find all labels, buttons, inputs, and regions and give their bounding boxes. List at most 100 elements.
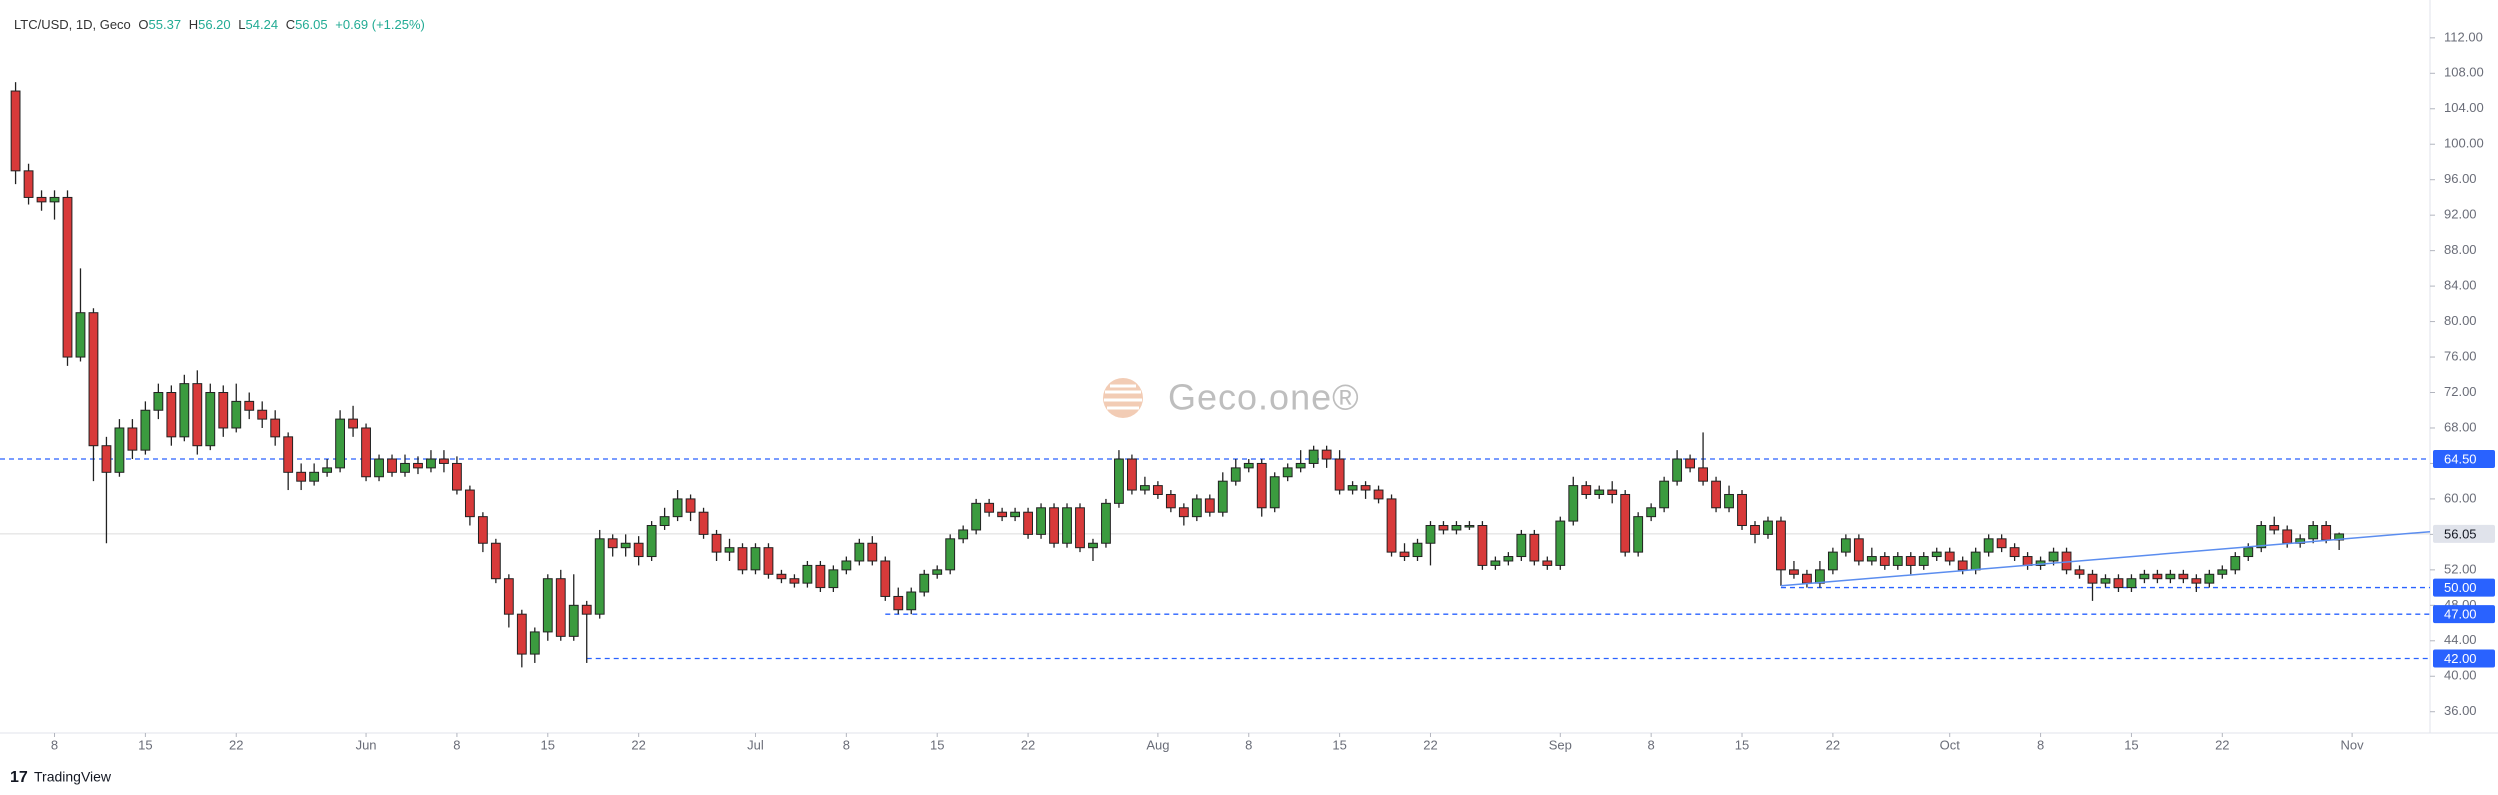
candle-body	[1373, 489, 1384, 500]
candle-body	[2243, 547, 2254, 558]
last-price-box	[2433, 524, 2495, 543]
candle-body	[2191, 578, 2202, 584]
candle-body	[1321, 449, 1332, 460]
candle-body	[296, 471, 307, 482]
candle-body	[581, 604, 592, 615]
x-tick-label: 22	[229, 737, 243, 752]
candle-body	[2204, 573, 2215, 584]
legend-h-label: H	[189, 17, 198, 32]
candle-body	[283, 436, 294, 473]
level-label: 64.50	[2444, 451, 2477, 466]
candle-body	[685, 498, 696, 513]
x-tick-label: 8	[843, 737, 850, 752]
x-tick-label: 8	[2037, 737, 2044, 752]
candle-body	[1503, 556, 1514, 562]
x-tick-label: 22	[1021, 737, 1035, 752]
x-tick-label: 15	[1332, 737, 1346, 752]
candle-body	[322, 467, 333, 473]
candle-body	[1646, 507, 1657, 518]
last-price-label: 56.05	[2444, 526, 2477, 541]
candle-body	[23, 170, 34, 198]
x-tick-label: 15	[541, 737, 555, 752]
candle-body	[1036, 507, 1046, 535]
candle-body	[2087, 573, 2098, 584]
candle-body	[984, 502, 995, 513]
candle-body	[1165, 493, 1176, 509]
x-tick-label: Jun	[356, 737, 377, 752]
candle-body	[361, 427, 371, 478]
candle-body	[1555, 520, 1566, 566]
candle-body	[1114, 458, 1124, 504]
y-tick-label: 100.00	[2444, 136, 2484, 151]
candle-body	[945, 538, 956, 571]
candle-body	[763, 547, 774, 575]
candle-body	[1776, 520, 1786, 571]
candle-body	[192, 383, 203, 447]
candle-body	[932, 569, 943, 575]
candle-body	[724, 547, 735, 553]
footer-logo: 17	[10, 769, 28, 786]
candle-body	[802, 564, 813, 584]
candle-body	[244, 400, 255, 411]
x-tick-label: 22	[631, 737, 645, 752]
candle-body	[1918, 556, 1929, 566]
candle-body	[1178, 507, 1189, 518]
candle-body	[789, 578, 800, 584]
candle-body	[1866, 556, 1877, 562]
level-label-box	[2433, 605, 2495, 624]
candle-body	[1750, 525, 1760, 535]
candle-body	[335, 418, 346, 469]
candle-body	[75, 312, 86, 358]
candle-body	[1360, 485, 1371, 491]
candle-body	[1698, 467, 1708, 482]
candle-body	[257, 409, 268, 420]
candle-body	[153, 392, 164, 411]
candle-body	[1386, 498, 1397, 553]
candle-body	[1594, 489, 1605, 495]
candle-body	[218, 392, 229, 429]
candle-body	[1892, 556, 1903, 566]
x-tick-label: 15	[1735, 737, 1749, 752]
candle-body	[542, 578, 553, 633]
level-label: 50.00	[2444, 580, 2477, 595]
candle-body	[672, 498, 683, 518]
watermark: Geco.one®	[1103, 377, 1359, 418]
candle-body	[958, 529, 969, 540]
legend-symbol: LTC/USD, 1D, Geco	[14, 17, 131, 32]
legend-h: 56.20	[198, 17, 231, 32]
candle-body	[2152, 573, 2163, 580]
candle-body	[919, 573, 930, 593]
candle-body	[1672, 458, 1683, 482]
candle-body	[387, 458, 397, 473]
candle-body	[841, 560, 852, 571]
candle-body	[1581, 485, 1592, 495]
trendline	[1780, 530, 2431, 587]
candle-body	[1905, 556, 1916, 566]
x-tick-label: 15	[2124, 737, 2138, 752]
candle-body	[1075, 507, 1085, 549]
candle-body	[1633, 516, 1644, 553]
candle-body	[464, 489, 475, 518]
candle-body	[1542, 560, 1553, 566]
candle-body	[2048, 551, 2059, 562]
candle-body	[555, 578, 566, 637]
candle-body	[1944, 551, 1955, 562]
candle-body	[2113, 578, 2124, 589]
x-tick-label: 22	[2215, 737, 2229, 752]
candle-body	[374, 458, 384, 478]
candle-body	[2165, 573, 2176, 580]
candle-body	[1477, 525, 1488, 566]
candle-body	[2100, 578, 2111, 584]
candle-body	[127, 427, 138, 451]
candle-body	[529, 631, 540, 655]
x-tick-label: 8	[1648, 737, 1655, 752]
candle-body	[607, 538, 618, 549]
candle-body	[205, 392, 216, 447]
x-tick-label: 15	[930, 737, 944, 752]
candle-body	[1282, 467, 1293, 478]
x-tick-label: 8	[51, 737, 58, 752]
level-label-box	[2433, 450, 2495, 469]
candle-body	[594, 538, 605, 615]
candle-body	[49, 196, 60, 203]
